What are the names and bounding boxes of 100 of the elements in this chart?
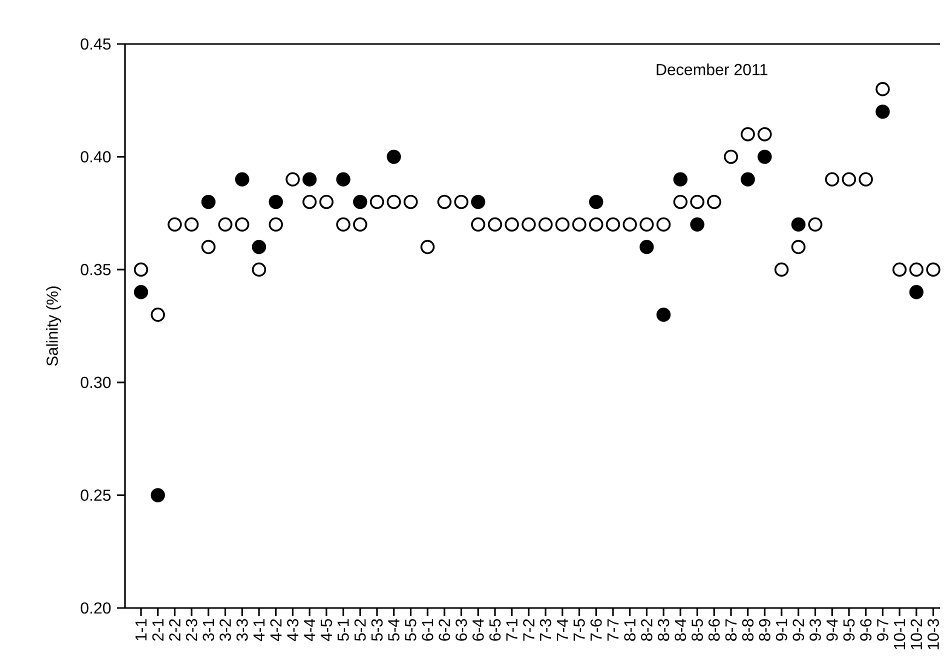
x-tick-label: 4-4 bbox=[304, 618, 316, 642]
point bbox=[168, 217, 182, 232]
x-tick-label: 10-3 bbox=[928, 619, 939, 650]
point bbox=[690, 217, 704, 232]
point bbox=[740, 127, 755, 142]
x-tick-label: 7-3 bbox=[540, 619, 552, 641]
point bbox=[319, 194, 334, 210]
y-tick-label: 0.35 bbox=[80, 264, 111, 276]
x-tick-label: 8-2 bbox=[641, 619, 652, 641]
point bbox=[235, 217, 250, 232]
y-tick-label: 0.40 bbox=[80, 151, 111, 162]
point bbox=[218, 217, 232, 232]
y-tick-label: 0.20 bbox=[80, 602, 111, 614]
x-tick-label: 9-3 bbox=[810, 619, 821, 641]
x-tick-label: 8-6 bbox=[708, 619, 720, 641]
x-tick-label: 7-7 bbox=[607, 619, 618, 641]
point bbox=[673, 194, 688, 210]
x-tick-label: 5-2 bbox=[354, 619, 366, 641]
x-tick-label: 5-4 bbox=[388, 618, 400, 641]
point bbox=[640, 240, 654, 254]
point bbox=[454, 194, 468, 210]
point bbox=[336, 217, 350, 232]
point bbox=[386, 150, 401, 164]
point bbox=[791, 240, 806, 254]
x-tick-label: 5-5 bbox=[405, 619, 416, 641]
point bbox=[471, 194, 486, 210]
x-tick-label: 9-1 bbox=[776, 619, 788, 641]
point bbox=[471, 217, 486, 232]
x-tick-label: 8-9 bbox=[759, 619, 770, 641]
point bbox=[774, 262, 789, 277]
point bbox=[336, 172, 350, 186]
x-tick-label: 2-2 bbox=[169, 619, 180, 641]
point bbox=[184, 217, 199, 232]
point bbox=[876, 82, 890, 96]
x-tick-label: 4-2 bbox=[270, 619, 282, 642]
x-tick-label: 5-1 bbox=[338, 619, 349, 641]
x-tick-label: 9-2 bbox=[792, 619, 804, 641]
point bbox=[740, 172, 755, 186]
x-tick-label: 2-3 bbox=[186, 619, 198, 641]
point bbox=[538, 217, 553, 232]
point bbox=[420, 240, 435, 254]
x-tick-label: 10-1 bbox=[894, 619, 906, 650]
point bbox=[589, 194, 604, 210]
point bbox=[404, 194, 418, 210]
x-tick-label: 6-2 bbox=[438, 619, 450, 641]
point bbox=[656, 308, 671, 322]
point bbox=[673, 172, 688, 186]
point bbox=[302, 172, 317, 186]
x-tick-label: 9-5 bbox=[843, 619, 855, 641]
x-tick-label: 3-3 bbox=[236, 619, 248, 641]
point bbox=[892, 262, 907, 277]
point bbox=[386, 194, 401, 210]
point bbox=[690, 194, 704, 210]
x-tick-label: 5-3 bbox=[371, 619, 383, 641]
point bbox=[842, 172, 856, 186]
x-tick-label: 6-5 bbox=[489, 619, 501, 641]
point bbox=[235, 172, 250, 186]
x-tick-label: 7-6 bbox=[590, 619, 602, 641]
y-tick-label: 0.25 bbox=[80, 490, 111, 501]
x-tick-label: 9-7 bbox=[877, 619, 888, 641]
x-tick-label: 7-5 bbox=[574, 619, 585, 641]
x-tick-label: 7-1 bbox=[506, 619, 518, 641]
y-tick-label: 0.30 bbox=[80, 376, 111, 388]
point bbox=[758, 150, 772, 164]
point bbox=[656, 217, 671, 232]
x-tick-label: 7-2 bbox=[523, 619, 534, 641]
x-tick-label: 8-4 bbox=[674, 618, 686, 641]
x-tick-label: 9-6 bbox=[860, 619, 872, 641]
point bbox=[589, 217, 604, 232]
x-tick-label: 4-5 bbox=[320, 619, 332, 642]
point bbox=[555, 217, 570, 232]
x-tick-label: 6-4 bbox=[472, 618, 484, 641]
point bbox=[302, 194, 317, 210]
point bbox=[150, 488, 165, 502]
point bbox=[134, 285, 148, 300]
point bbox=[622, 217, 637, 232]
point bbox=[353, 217, 368, 232]
x-tick-label: 3-2 bbox=[220, 619, 231, 641]
point bbox=[252, 240, 266, 254]
x-tick-label: 8-1 bbox=[624, 619, 636, 641]
x-tick-label: 10-2 bbox=[910, 619, 922, 650]
point bbox=[808, 217, 822, 232]
point bbox=[437, 194, 452, 210]
point bbox=[926, 262, 940, 277]
point bbox=[707, 194, 722, 210]
point bbox=[370, 194, 384, 210]
point bbox=[201, 240, 216, 254]
x-tick-label: 9-4 bbox=[826, 618, 838, 641]
x-tick-label: 4-1 bbox=[254, 619, 265, 642]
point bbox=[201, 194, 216, 210]
x-tick-label: 7-4 bbox=[556, 618, 568, 641]
x-tick-label: 4-3 bbox=[287, 619, 298, 642]
point bbox=[606, 217, 620, 232]
x-tick-label: 8-3 bbox=[658, 619, 670, 641]
point bbox=[909, 262, 924, 277]
x-tick-label: 1-1 bbox=[136, 619, 147, 640]
point bbox=[858, 172, 873, 186]
point bbox=[825, 172, 840, 186]
point bbox=[134, 262, 148, 277]
point bbox=[488, 217, 502, 232]
